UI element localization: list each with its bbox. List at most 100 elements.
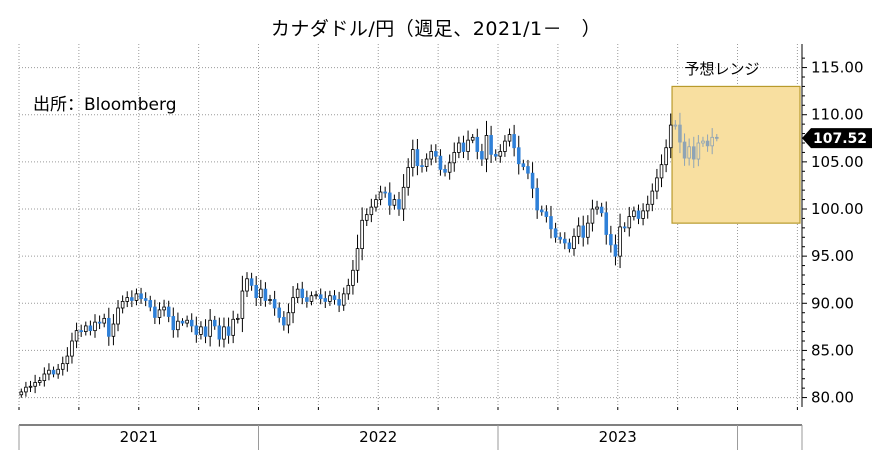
candle-body — [641, 210, 645, 219]
candle-body — [613, 244, 618, 257]
candle-body — [277, 307, 282, 318]
candle-body — [185, 319, 189, 324]
candle-body — [429, 151, 434, 160]
candle-body — [489, 135, 493, 155]
candle-body — [208, 319, 212, 337]
candle-body — [618, 226, 622, 257]
candle-body — [259, 288, 263, 299]
candle-body — [659, 164, 664, 179]
candle-body — [134, 293, 139, 301]
current-price-marker — [802, 128, 872, 149]
candle-body — [125, 297, 130, 302]
candle-body — [632, 210, 636, 217]
candle-body — [346, 284, 351, 295]
candle-body — [581, 225, 586, 238]
candle-body — [664, 147, 668, 166]
candle-body — [341, 293, 346, 306]
candle-body — [604, 212, 609, 235]
candle-body — [406, 167, 410, 188]
candle-body — [521, 163, 526, 167]
candle-body — [572, 235, 576, 249]
candle-body — [668, 124, 673, 149]
candle-body — [79, 330, 83, 333]
candle-body — [19, 391, 24, 396]
candle-body — [116, 307, 120, 325]
x-year-label: 2022 — [359, 428, 397, 446]
candle-body — [240, 290, 245, 319]
y-tick-label: 100.00 — [811, 200, 864, 218]
candle-body — [475, 136, 480, 152]
candle-body — [645, 203, 650, 212]
candle-body — [466, 139, 470, 152]
candle-body — [291, 297, 295, 314]
candle-body — [590, 208, 595, 224]
candle-body — [70, 340, 74, 357]
candle-body — [374, 199, 378, 208]
forecast-range-label: 予想レンジ — [684, 60, 759, 78]
candle-body — [443, 168, 447, 173]
candle-body — [457, 142, 461, 153]
candle-body — [97, 321, 102, 324]
candle-body — [28, 385, 33, 388]
candle-body — [480, 151, 484, 160]
candle-body — [401, 186, 406, 210]
candle-body — [180, 320, 185, 324]
candle-body — [203, 326, 208, 337]
candle-body — [360, 219, 364, 250]
candle-body — [300, 288, 305, 299]
candle-body — [701, 140, 705, 144]
candle-body — [622, 226, 627, 229]
candle-body — [84, 325, 88, 332]
candle-body — [539, 209, 544, 213]
y-tick-label: 90.00 — [811, 294, 854, 312]
candle-body — [484, 135, 489, 160]
candle-body — [245, 278, 249, 292]
candle-body — [415, 149, 420, 167]
candle-body — [65, 355, 70, 365]
candle-body — [351, 269, 355, 286]
candle-body — [88, 325, 93, 332]
candle-body — [254, 284, 258, 299]
candle-body — [503, 140, 507, 152]
candle-body — [673, 124, 678, 127]
candle-body — [563, 238, 567, 244]
candle-body — [157, 309, 162, 318]
candle-body — [461, 142, 466, 152]
candle-body — [199, 326, 203, 335]
candle-body — [222, 326, 226, 340]
candle-body — [682, 141, 687, 159]
candle-body — [139, 293, 143, 299]
candle-body — [295, 288, 300, 299]
candle-body — [226, 326, 231, 336]
candle-body — [47, 369, 51, 375]
candle-body — [609, 234, 613, 246]
candle-body — [235, 317, 240, 320]
candle-body — [544, 211, 549, 217]
candle-body — [710, 136, 714, 147]
candle-body — [397, 199, 401, 210]
candle-body — [42, 373, 47, 381]
candle-body — [498, 151, 503, 157]
candle-body — [60, 363, 65, 370]
candle-body — [392, 199, 397, 206]
candle-body — [102, 317, 106, 324]
candle-body — [387, 192, 392, 206]
candle-body — [74, 330, 79, 342]
candle-body — [337, 299, 341, 306]
y-tick-label: 110.00 — [811, 106, 864, 124]
candle-body — [715, 136, 719, 139]
candle-body — [576, 225, 581, 237]
candle-body — [93, 321, 97, 332]
candle-body — [678, 124, 682, 143]
candle-body — [558, 236, 562, 240]
candle-body — [378, 191, 383, 200]
candle-body — [595, 206, 599, 210]
candle-body — [120, 300, 125, 309]
candle-body — [567, 242, 572, 249]
candle-body — [526, 166, 530, 174]
candle-body — [369, 206, 374, 216]
candle-body — [111, 323, 116, 337]
candle-body — [434, 151, 438, 157]
